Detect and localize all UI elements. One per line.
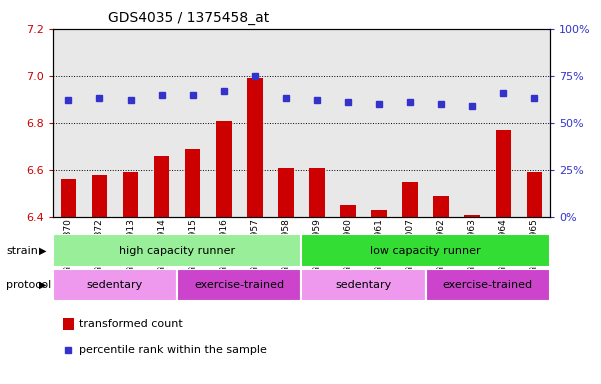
Bar <box>426 269 550 301</box>
Text: low capacity runner: low capacity runner <box>370 245 481 256</box>
Text: ▶: ▶ <box>39 280 46 290</box>
Bar <box>340 205 356 217</box>
Text: strain: strain <box>6 245 38 256</box>
Bar <box>247 78 263 217</box>
Bar <box>185 149 201 217</box>
Bar <box>63 318 74 330</box>
Bar <box>92 175 107 217</box>
Bar <box>302 234 550 267</box>
Text: transformed count: transformed count <box>79 319 183 329</box>
Bar <box>53 269 177 301</box>
Bar <box>433 196 449 217</box>
Bar <box>526 172 542 217</box>
Text: exercise-trained: exercise-trained <box>194 280 284 290</box>
Bar <box>123 172 138 217</box>
Text: high capacity runner: high capacity runner <box>119 245 235 256</box>
Bar <box>177 269 302 301</box>
Text: protocol: protocol <box>6 280 51 290</box>
Bar <box>61 179 76 217</box>
Bar <box>465 215 480 217</box>
Bar <box>216 121 231 217</box>
Bar <box>278 167 294 217</box>
Text: GDS4035 / 1375458_at: GDS4035 / 1375458_at <box>108 11 269 25</box>
Text: ▶: ▶ <box>39 245 46 256</box>
Text: percentile rank within the sample: percentile rank within the sample <box>79 345 267 356</box>
Bar <box>402 182 418 217</box>
Bar <box>53 234 302 267</box>
Text: exercise-trained: exercise-trained <box>443 280 533 290</box>
Text: sedentary: sedentary <box>335 280 392 290</box>
Bar <box>302 269 426 301</box>
Text: sedentary: sedentary <box>87 280 143 290</box>
Bar <box>496 130 511 217</box>
Bar <box>371 210 387 217</box>
Bar <box>154 156 169 217</box>
Bar <box>309 167 325 217</box>
